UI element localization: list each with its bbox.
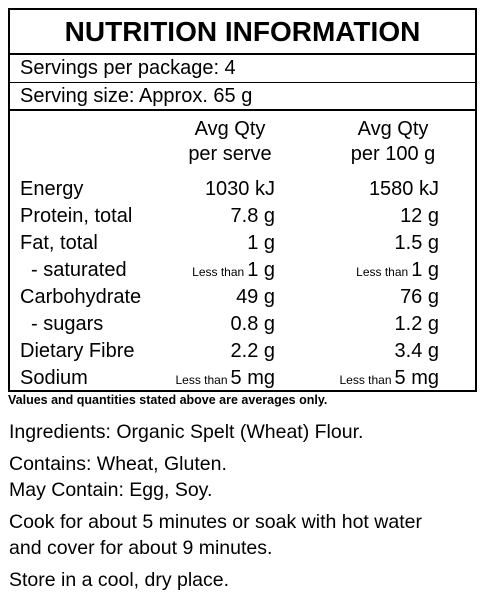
nutrient-name: - saturated	[31, 259, 127, 281]
per-100g-value: Less than 5 mg	[339, 367, 439, 389]
nutrient-name: Energy	[20, 178, 84, 200]
cooking-instructions-line2: and cover for about 9 minutes.	[9, 537, 273, 559]
per-100g-value: 1.5 g	[394, 232, 439, 254]
header-divider	[10, 109, 475, 111]
nutrient-row-sodium: Sodium Less than 5 mg Less than 5 mg	[10, 365, 475, 392]
per-serve-value: 49 g	[236, 286, 275, 308]
cooking-instructions-line1: Cook for about 5 minutes or soak with ho…	[9, 511, 422, 533]
title-divider	[10, 53, 475, 55]
per-serve-value: Less than 5 mg	[175, 367, 275, 389]
panel-title: NUTRITION INFORMATION	[64, 16, 421, 47]
nutrition-panel: NUTRITION INFORMATION Servings per packa…	[8, 8, 477, 392]
column-header-per-100g-line2: per 100 g	[350, 143, 436, 165]
column-header-per-serve-line1: Avg Qty	[194, 118, 266, 140]
per-serve-value: Less than 1 g	[192, 259, 275, 281]
nutrient-name: Sodium	[20, 367, 88, 389]
nutrient-row-sugars: - sugars 0.8 g 1.2 g	[10, 311, 475, 338]
column-header-per-serve-line2: per serve	[188, 143, 272, 165]
nutrient-name: Fat, total	[20, 232, 98, 254]
averages-note: Values and quantities stated above are a…	[8, 393, 328, 407]
storage-instructions: Store in a cool, dry place.	[9, 569, 230, 591]
per-serve-value: 7.8 g	[230, 205, 275, 227]
contains-text: Contains: Wheat, Gluten.	[9, 453, 227, 475]
column-header-per-100g-line1: Avg Qty	[357, 118, 429, 140]
per-serve-value: 2.2 g	[230, 340, 275, 362]
servings-divider	[10, 82, 475, 83]
servings-per-package: Servings per package: 4	[20, 57, 236, 79]
per-100g-value: 1580 kJ	[368, 178, 439, 200]
per-100g-value: Less than 1 g	[356, 259, 439, 281]
nutrient-name: Carbohydrate	[20, 286, 142, 308]
nutrient-row-saturated: - saturated Less than 1 g Less than 1 g	[10, 257, 475, 284]
per-100g-value: 76 g	[400, 286, 439, 308]
nutrient-row-energy: Energy 1030 kJ 1580 kJ	[10, 176, 475, 203]
serving-size: Serving size: Approx. 65 g	[20, 85, 253, 107]
per-serve-value: 1030 kJ	[204, 178, 275, 200]
per-100g-value: 12 g	[400, 205, 439, 227]
may-contain-text: May Contain: Egg, Soy.	[9, 479, 213, 501]
per-serve-value: 1 g	[247, 232, 275, 254]
per-100g-value: 1.2 g	[394, 313, 439, 335]
per-100g-value: 3.4 g	[394, 340, 439, 362]
nutrient-row-protein: Protein, total 7.8 g 12 g	[10, 203, 475, 230]
nutrient-name: Protein, total	[20, 205, 133, 227]
nutrient-row-carbohydrate: Carbohydrate 49 g 76 g	[10, 284, 475, 311]
nutrient-name: - sugars	[31, 313, 104, 335]
ingredients-text: Ingredients: Organic Spelt (Wheat) Flour…	[9, 421, 364, 443]
nutrient-row-fat: Fat, total 1 g 1.5 g	[10, 230, 475, 257]
per-serve-value: 0.8 g	[230, 313, 275, 335]
nutrient-name: Dietary Fibre	[20, 340, 135, 362]
nutrient-row-dietary-fibre: Dietary Fibre 2.2 g 3.4 g	[10, 338, 475, 365]
